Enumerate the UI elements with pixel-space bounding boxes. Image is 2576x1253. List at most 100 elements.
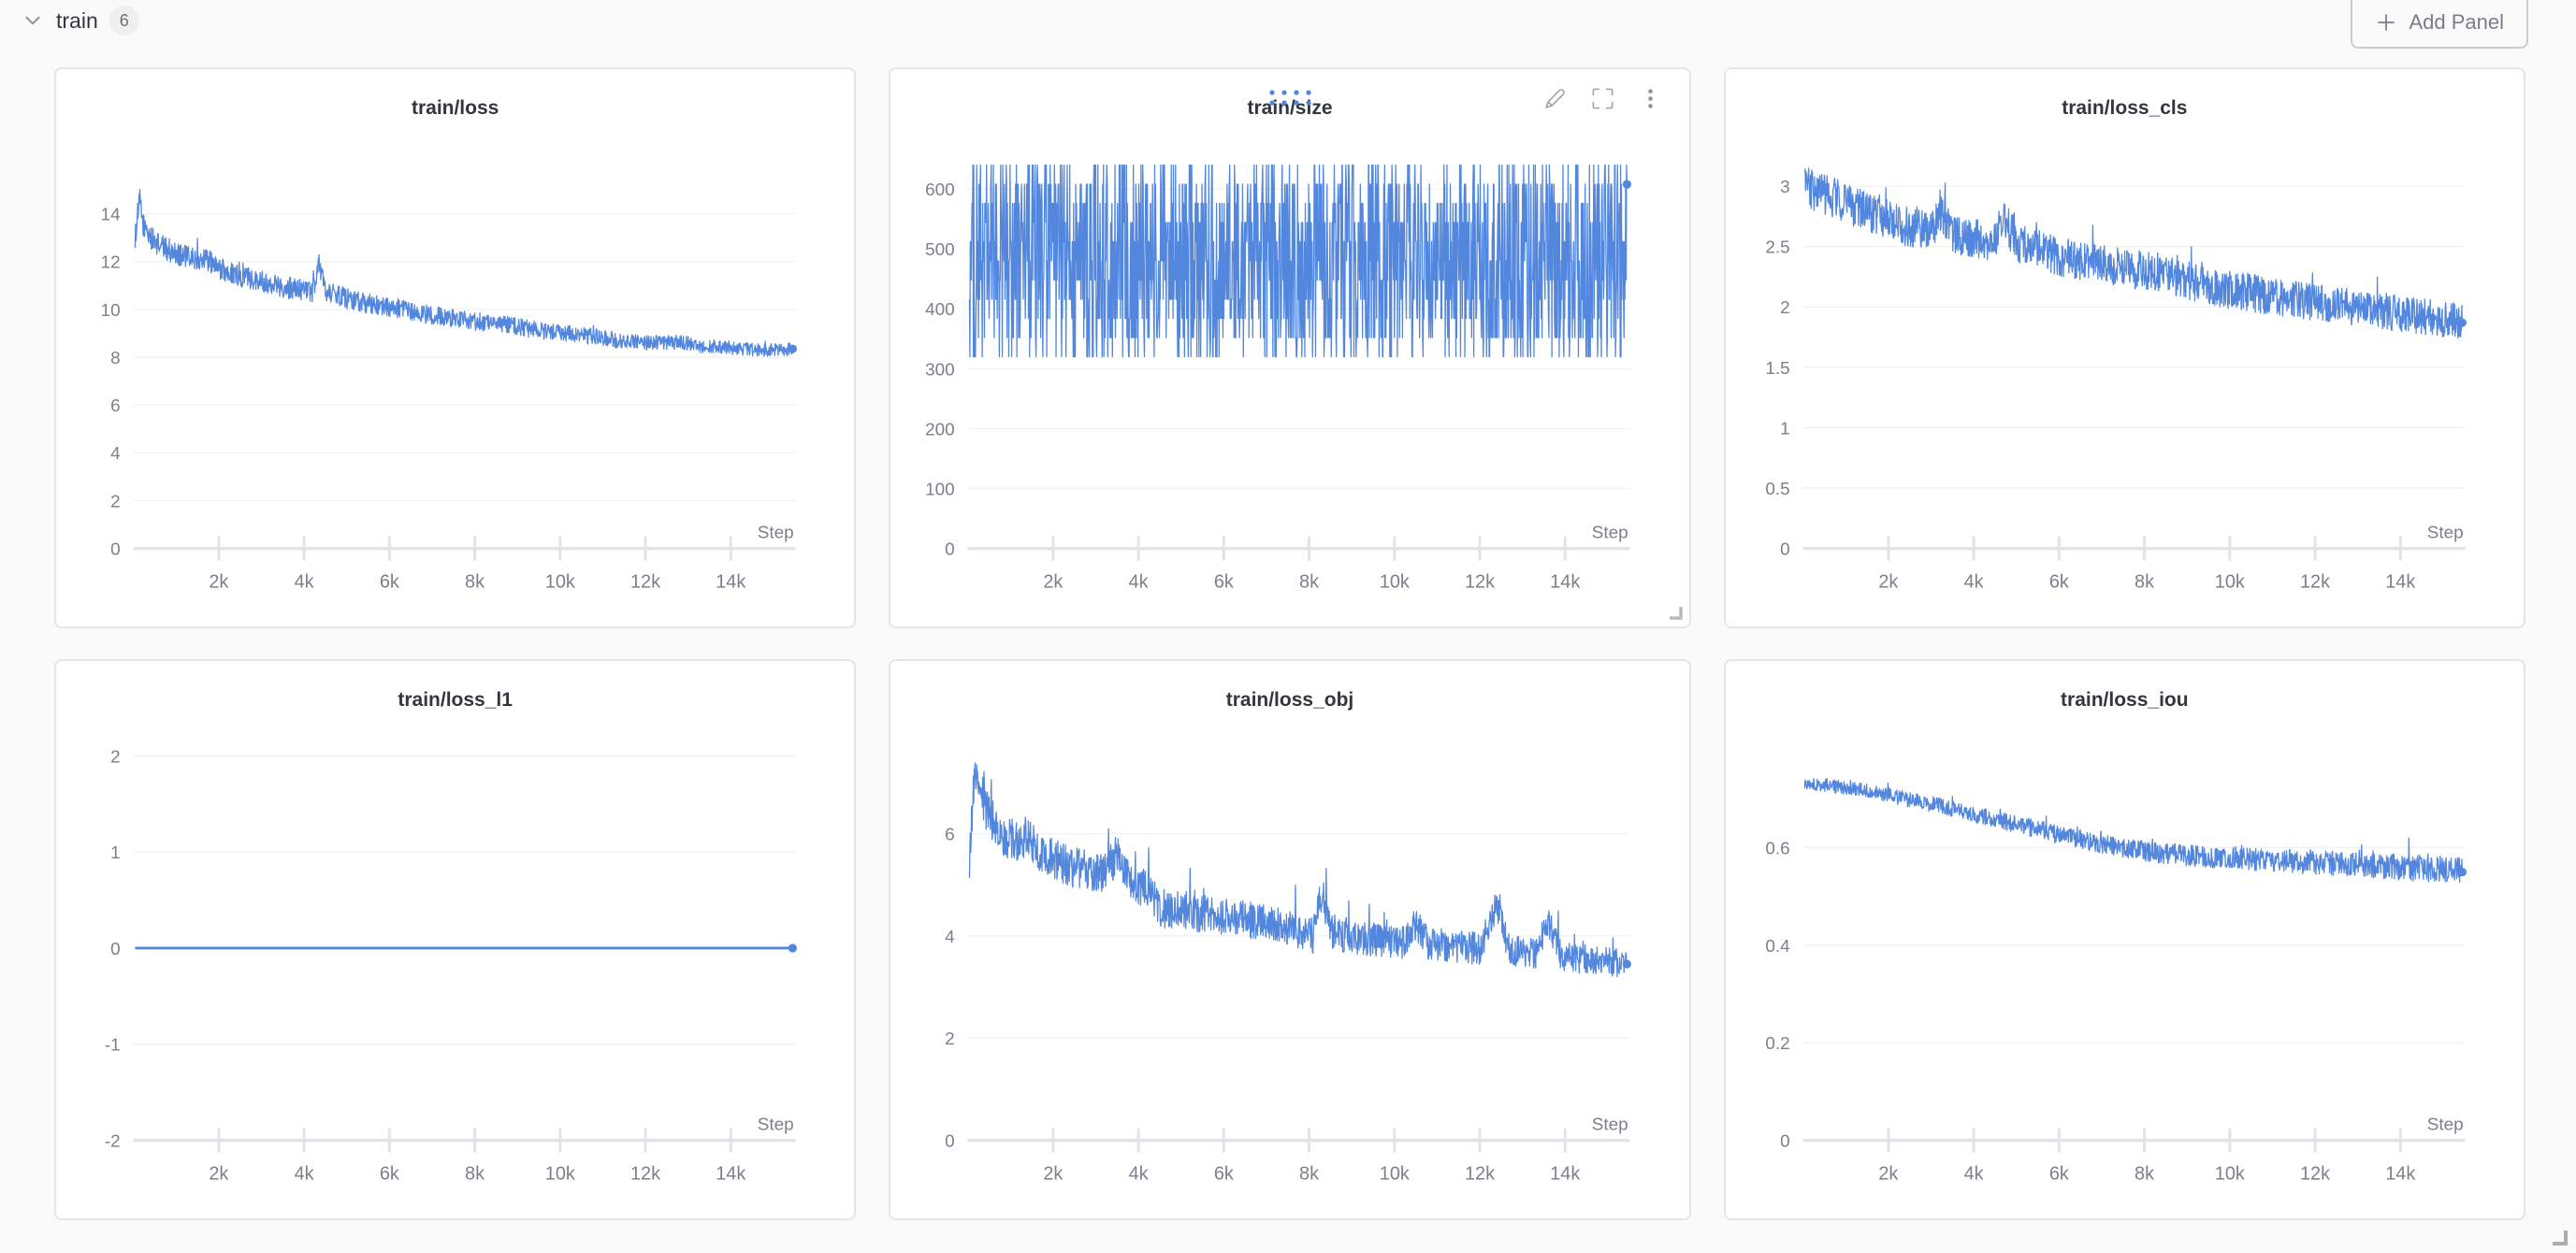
chart-panel-train-size: train/size 0 100 200 300 400 500 600 2k 4k 6k 8k 10… [889,67,1691,628]
add-panel-label: Add Panel [2409,9,2504,34]
line-chart[interactable]: 0 0.2 0.4 0.6 2k 4k 6k 8k 10k 12k 14k Step [1726,661,2524,1218]
svg-text:12k: 12k [630,1163,660,1184]
svg-text:6k: 6k [1214,571,1234,592]
svg-text:6k: 6k [380,571,399,592]
svg-text:10k: 10k [1380,571,1410,592]
svg-text:4k: 4k [295,1163,314,1184]
fullscreen-button[interactable] [1590,86,1615,111]
svg-text:2k: 2k [1044,1163,1064,1184]
svg-text:8k: 8k [1299,571,1319,592]
svg-text:2: 2 [946,1030,956,1049]
add-panel-button[interactable]: Add Panel [2351,0,2528,49]
svg-text:-1: -1 [105,1036,121,1056]
svg-text:14k: 14k [1551,1163,1581,1184]
svg-text:12k: 12k [630,571,660,592]
svg-text:6k: 6k [2048,571,2068,592]
svg-text:14k: 14k [716,571,745,592]
svg-text:0: 0 [946,1132,956,1152]
edit-panel-button[interactable] [1542,86,1568,111]
svg-text:10k: 10k [2214,1163,2244,1184]
svg-text:12k: 12k [1465,571,1495,592]
svg-text:0: 0 [946,540,956,560]
svg-text:Step: Step [758,524,794,543]
chart-title: train/loss_l1 [398,689,513,711]
svg-text:4: 4 [110,444,121,464]
svg-text:8k: 8k [465,571,485,592]
svg-text:-2: -2 [105,1132,121,1152]
chart-title: train/loss_obj [1225,689,1354,711]
svg-text:1: 1 [1780,419,1790,439]
svg-text:14: 14 [101,206,121,225]
chart-panel-train-loss-l1: train/loss_l1 -2 -1 0 1 2 2k 4k 6k 8k 10k 12k 14k St… [54,659,857,1220]
svg-text:2k: 2k [1878,571,1898,592]
panel-resize-handle-icon[interactable] [1668,605,1683,620]
svg-text:8: 8 [110,349,121,368]
svg-text:10k: 10k [1380,1163,1410,1184]
drag-handle-dots-icon[interactable] [1266,88,1313,107]
svg-text:2: 2 [110,492,121,511]
svg-text:6: 6 [946,826,956,845]
pencil-icon [1544,89,1565,108]
svg-text:3: 3 [1780,178,1790,197]
svg-text:1: 1 [110,843,121,863]
svg-text:2k: 2k [209,571,228,592]
kebab-menu-icon [1647,89,1653,108]
svg-text:4k: 4k [1129,571,1149,592]
svg-text:2k: 2k [1044,571,1064,592]
panel-menu-button[interactable] [1638,86,1663,111]
panel-grid: train/loss 0 2 4 6 8 10 12 14 2k 4k 6k 8k 10k 12k 14k S… [54,67,2525,1220]
plus-icon [2378,13,2395,31]
svg-text:2: 2 [110,747,121,767]
svg-text:10: 10 [101,301,121,321]
svg-text:0: 0 [1780,540,1790,560]
chart-title: train/size [1247,97,1333,119]
svg-text:4k: 4k [1963,571,1983,592]
svg-text:14k: 14k [2385,1163,2415,1184]
section-header: train 6 [21,0,139,41]
svg-text:1.5: 1.5 [1765,359,1789,379]
chart-title: train/loss [411,97,499,119]
svg-text:2.5: 2.5 [1765,238,1789,258]
svg-text:4k: 4k [1129,1163,1149,1184]
svg-text:12k: 12k [2300,1163,2330,1184]
svg-text:Step: Step [1592,1116,1628,1135]
svg-text:0.6: 0.6 [1765,839,1789,858]
line-chart[interactable]: 0 2 4 6 8 10 12 14 2k 4k 6k 8k 10k 12k 14k Step [56,69,854,626]
chart-panel-train-loss-obj: train/loss_obj 0 2 4 6 2k 4k 6k 8k 10k 12k 14k Step [889,659,1691,1220]
svg-text:0: 0 [1780,1132,1790,1152]
svg-text:4k: 4k [1963,1163,1983,1184]
panel-count-badge: 6 [109,6,139,36]
svg-text:4: 4 [946,928,956,947]
chart-panel-train-loss-cls: train/loss_cls 0 0.5 1 1.5 2 2.5 3 2k 4k 6k 8k 10k 1… [1723,67,2525,628]
svg-text:10k: 10k [2214,571,2244,592]
chevron-down-icon[interactable] [21,8,45,33]
svg-text:6k: 6k [1214,1163,1234,1184]
svg-text:2k: 2k [1878,1163,1898,1184]
svg-text:6k: 6k [2048,1163,2068,1184]
svg-text:8k: 8k [1299,1163,1319,1184]
svg-text:10k: 10k [545,1163,575,1184]
svg-text:Step: Step [1592,524,1628,543]
svg-text:8k: 8k [2135,1163,2154,1184]
svg-text:8k: 8k [465,1163,485,1184]
svg-text:300: 300 [925,360,955,380]
svg-text:8k: 8k [2135,571,2154,592]
svg-text:0.5: 0.5 [1765,480,1789,499]
fullscreen-icon [1592,88,1614,109]
svg-text:12: 12 [101,253,121,273]
line-chart[interactable]: 0 0.5 1 1.5 2 2.5 3 2k 4k 6k 8k 10k 12k 14k Step [1726,69,2524,626]
line-chart[interactable]: -2 -1 0 1 2 2k 4k 6k 8k 10k 12k 14k Step [56,661,854,1218]
svg-text:2: 2 [1780,298,1790,318]
svg-text:Step: Step [2426,524,2463,543]
svg-text:100: 100 [925,480,955,499]
section-resize-handle-icon[interactable] [2550,1228,2569,1246]
svg-text:200: 200 [925,420,955,439]
svg-text:14k: 14k [2385,571,2415,592]
line-chart[interactable]: 0 100 200 300 400 500 600 2k 4k 6k 8k 10k 12k 14k Step [890,69,1688,626]
line-chart[interactable]: 0 2 4 6 2k 4k 6k 8k 10k 12k 14k Step [890,661,1688,1218]
svg-text:0: 0 [110,540,121,560]
svg-text:10k: 10k [545,571,575,592]
svg-text:6k: 6k [380,1163,399,1184]
svg-text:2k: 2k [209,1163,228,1184]
svg-text:400: 400 [925,300,955,320]
